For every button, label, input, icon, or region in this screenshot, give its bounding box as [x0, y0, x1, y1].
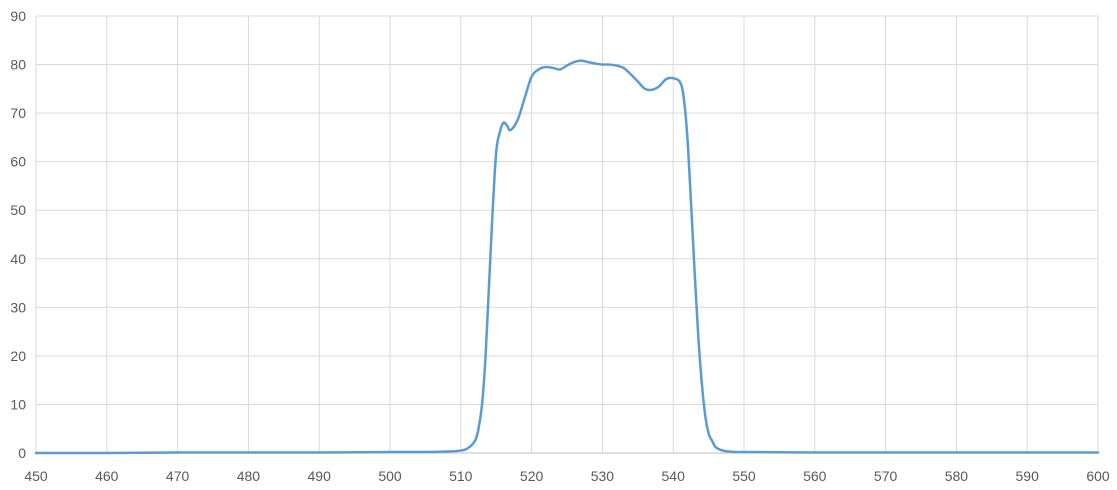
- x-tick-label: 490: [308, 468, 332, 484]
- x-tick-label: 530: [591, 468, 615, 484]
- x-tick-label: 520: [520, 468, 544, 484]
- x-tick-label: 500: [378, 468, 402, 484]
- y-tick-label: 0: [18, 445, 26, 461]
- x-tick-label: 450: [24, 468, 48, 484]
- x-tick-label: 540: [662, 468, 686, 484]
- x-tick-label: 580: [945, 468, 969, 484]
- series-group: [34, 59, 1100, 455]
- y-tick-label: 70: [10, 105, 26, 121]
- x-tick-label: 570: [874, 468, 898, 484]
- x-tick-label: 510: [449, 468, 473, 484]
- y-tick-labels: 0 10 20 30 40 50 60 70 80 90: [10, 8, 26, 461]
- y-tick-label: 50: [10, 202, 26, 218]
- x-tick-label: 480: [237, 468, 261, 484]
- x-tick-label: 560: [803, 468, 827, 484]
- grid: [35, 15, 1099, 454]
- y-tick-label: 10: [10, 396, 26, 412]
- x-tick-label: 590: [1016, 468, 1040, 484]
- y-tick-label: 30: [10, 299, 26, 315]
- y-tick-label: 40: [10, 251, 26, 267]
- x-tick-label: 470: [166, 468, 190, 484]
- x-tick-label: 600: [1086, 468, 1110, 484]
- x-tick-label: 550: [732, 468, 756, 484]
- y-tick-label: 20: [10, 348, 26, 364]
- y-tick-label: 80: [10, 57, 26, 73]
- y-tick-label: 90: [10, 8, 26, 24]
- x-tick-label: 460: [95, 468, 119, 484]
- x-tick-labels: 450 460 470 480 490 500 510 520 530 540 550 560 570 5…: [24, 468, 1110, 484]
- y-tick-label: 60: [10, 154, 26, 170]
- transmission-series-line: [34, 59, 1100, 455]
